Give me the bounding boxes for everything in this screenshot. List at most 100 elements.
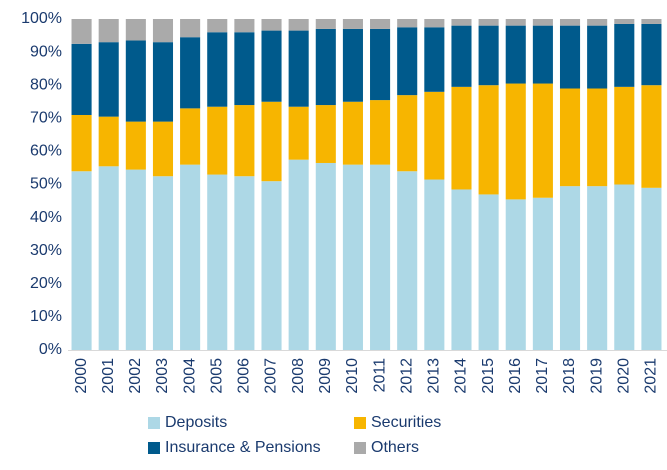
bar-segment <box>152 121 174 177</box>
bar-segment <box>71 19 92 44</box>
y-tick-label: 90% <box>30 43 62 60</box>
bar-segment <box>71 43 92 115</box>
bar-segment <box>315 162 336 350</box>
bar-segment <box>370 100 391 165</box>
x-tick-label: 2017 <box>534 358 551 394</box>
x-tick-label: 2008 <box>290 358 307 394</box>
bar-segment <box>532 83 553 198</box>
bar-segment <box>451 189 472 350</box>
bar-segment <box>424 27 445 92</box>
bar-segment <box>261 181 282 350</box>
bar-segment <box>424 19 445 28</box>
x-tick-label: 2004 <box>181 358 198 394</box>
bar-segment <box>261 19 282 31</box>
bar-segment <box>98 116 119 167</box>
bar-segment <box>397 27 418 96</box>
bar-segment <box>234 176 255 350</box>
legend-label: Securities <box>371 414 441 431</box>
bar-segment <box>342 101 363 165</box>
bar-segment <box>559 88 581 187</box>
bar-segment <box>125 40 146 122</box>
x-tick-label: 2001 <box>100 358 117 394</box>
bar-segment <box>397 19 418 28</box>
x-tick-label: 2000 <box>73 358 90 394</box>
y-tick-label: 40% <box>30 209 62 226</box>
legend-label: Deposits <box>165 414 227 431</box>
x-tick-label: 2010 <box>344 358 361 394</box>
bar-segment <box>125 169 146 350</box>
x-tick-label: 2011 <box>371 358 388 393</box>
x-tick-label: 2016 <box>507 358 524 394</box>
bar-segment <box>614 86 635 185</box>
bar-segment <box>288 30 309 107</box>
legend-label: Others <box>371 439 419 456</box>
y-tick-label: 80% <box>30 76 62 93</box>
bar-segment <box>234 32 255 106</box>
bar-segment <box>152 176 174 350</box>
bar-segment <box>587 88 608 187</box>
bar-segment <box>180 19 201 38</box>
y-tick-label: 30% <box>30 242 62 259</box>
y-tick-label: 20% <box>30 275 62 292</box>
bar-segment <box>207 106 228 175</box>
bar-segment <box>641 23 662 86</box>
bar-segment <box>180 108 201 165</box>
legend-swatch <box>354 417 366 429</box>
x-tick-label: 2018 <box>561 358 578 394</box>
bar-segment <box>207 32 228 107</box>
x-tick-label: 2019 <box>588 358 605 394</box>
bar-segment <box>614 184 635 350</box>
legend-swatch <box>354 442 366 454</box>
y-tick-label: 10% <box>30 308 62 325</box>
bar-segment <box>478 19 499 26</box>
x-tick-label: 2006 <box>236 358 253 394</box>
bar-segment <box>288 159 309 350</box>
bar-segment <box>641 187 662 350</box>
bar-segment <box>261 30 282 102</box>
bar-segment <box>478 25 499 86</box>
bar-segment <box>180 164 201 350</box>
legend-swatch <box>148 417 160 429</box>
x-tick-label: 2021 <box>643 358 660 394</box>
bar-segment <box>71 114 92 172</box>
bar-segment <box>180 37 201 109</box>
y-tick-label: 70% <box>30 110 62 127</box>
bar-segment <box>207 19 228 33</box>
bar-segment <box>559 186 581 350</box>
y-tick-label: 100% <box>21 10 62 27</box>
bar-segment <box>71 171 92 350</box>
bar-segment <box>315 19 336 29</box>
x-tick-label: 2007 <box>263 358 280 394</box>
bar-segment <box>614 23 635 87</box>
bar-segment <box>505 83 526 200</box>
x-tick-label: 2020 <box>616 358 633 394</box>
x-tick-label: 2003 <box>154 358 171 394</box>
bar-segment <box>98 166 119 350</box>
bar-segment <box>125 121 146 170</box>
x-tick-label: 2009 <box>317 358 334 394</box>
bar-segment <box>424 91 445 180</box>
bar-segment <box>478 194 499 350</box>
bar-segment <box>397 171 418 350</box>
bar-segment <box>342 164 363 350</box>
legend-swatch <box>148 442 160 454</box>
x-tick-label: 2002 <box>127 358 144 394</box>
y-tick-label: 50% <box>30 176 62 193</box>
bar-segment <box>532 19 553 26</box>
bar-segment <box>288 19 309 31</box>
bar-segment <box>370 164 391 350</box>
bar-segment <box>424 179 445 350</box>
bar-segment <box>98 42 119 117</box>
bar-segment <box>505 199 526 350</box>
bar-segment <box>478 85 499 195</box>
bar-segment <box>559 25 581 89</box>
legend-label: Insurance & Pensions <box>165 439 321 456</box>
bar-segment <box>532 25 553 84</box>
bar-segment <box>587 186 608 350</box>
x-tick-label: 2015 <box>480 358 497 394</box>
bar-segment <box>288 106 309 160</box>
bar-segment <box>152 19 174 43</box>
x-tick-label: 2014 <box>453 358 470 394</box>
bar-segment <box>505 19 526 26</box>
bar-segment <box>397 95 418 172</box>
